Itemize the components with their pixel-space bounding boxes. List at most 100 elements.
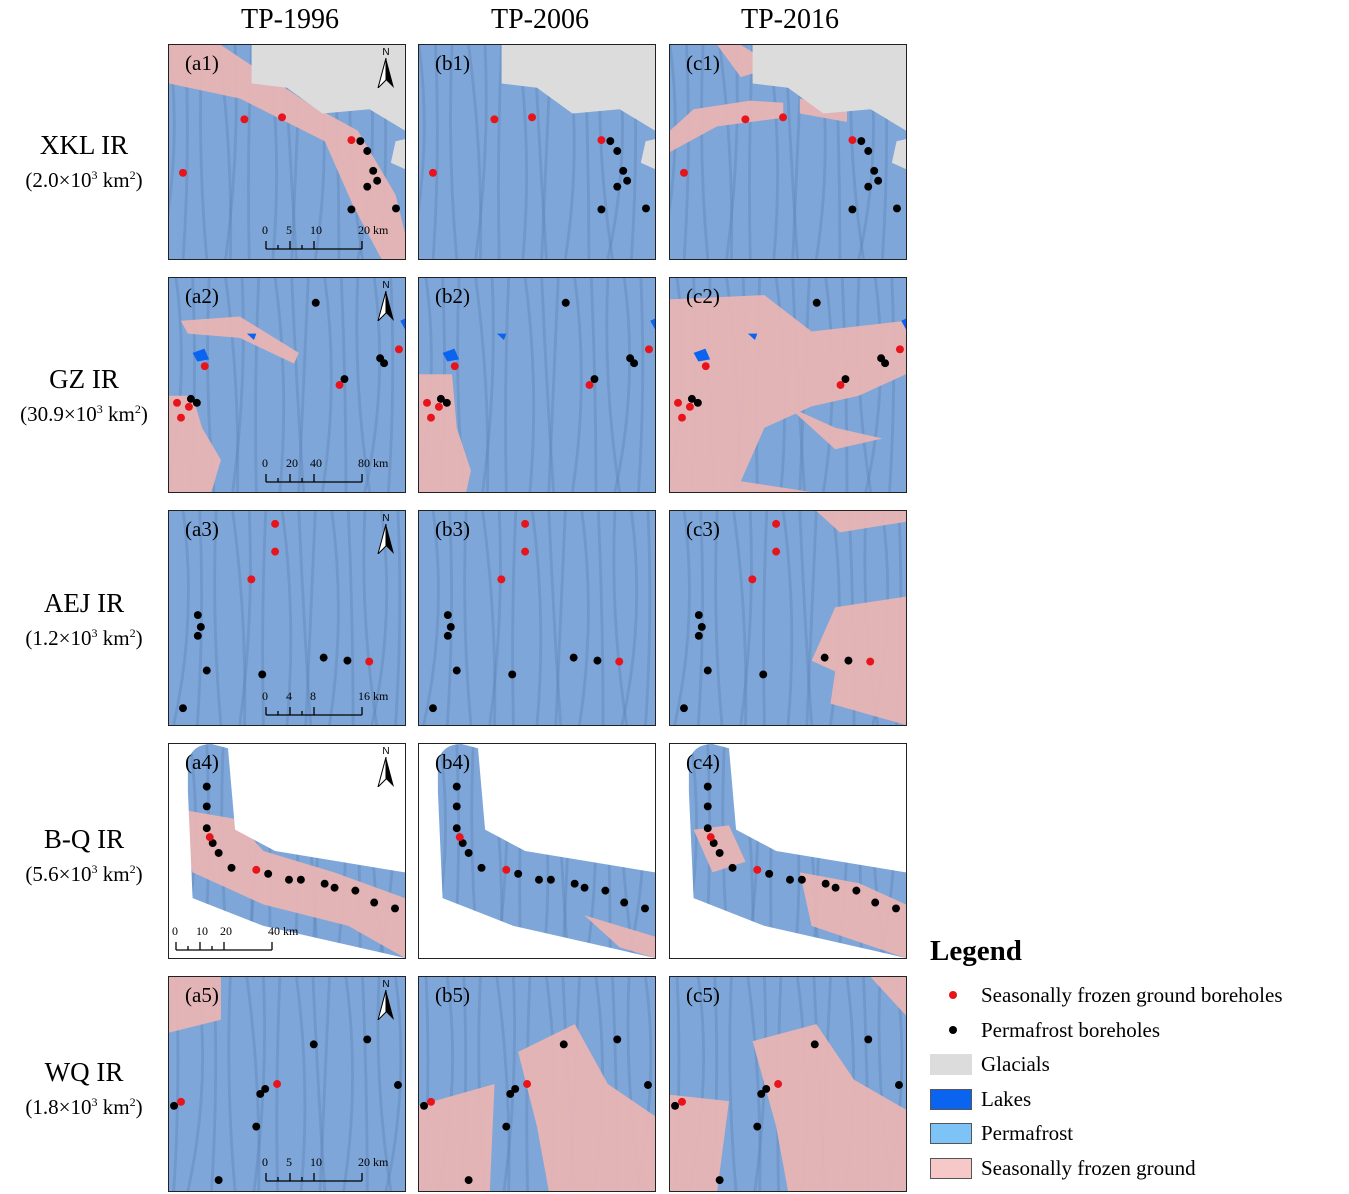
permafrost-borehole xyxy=(502,1122,511,1131)
permafrost-borehole xyxy=(258,670,267,679)
seasonally-frozen-borehole xyxy=(706,833,715,842)
panel-label: (c1) xyxy=(686,51,720,75)
permafrost-borehole xyxy=(559,1040,568,1049)
permafrost-borehole xyxy=(857,137,866,146)
glacial-area xyxy=(752,45,906,170)
hillshade-ridge xyxy=(596,511,605,725)
permafrost-borehole xyxy=(728,863,737,872)
hillshade-ridge xyxy=(431,45,439,259)
borehole-layer xyxy=(173,298,403,422)
permafrost-borehole xyxy=(202,782,211,791)
scale-unit-label: km xyxy=(283,924,299,938)
legend-swatch-icon xyxy=(930,1088,974,1110)
borehole-layer xyxy=(179,519,374,713)
hillshade-ridge xyxy=(578,511,590,725)
seasonally-frozen-borehole xyxy=(247,575,256,584)
hillshade-ridge xyxy=(762,511,769,725)
hillshade-ridge xyxy=(254,278,261,492)
hillshade-ridge xyxy=(488,511,502,725)
hillshade-ridge xyxy=(798,511,814,725)
scale-tick-label: 16 xyxy=(358,689,370,703)
seasonally-frozen-borehole xyxy=(779,113,788,122)
borehole-layer xyxy=(680,113,901,214)
north-arrow-icon: N xyxy=(377,280,395,324)
permafrost-borehole xyxy=(202,666,211,675)
permafrost-borehole xyxy=(356,137,365,146)
hillshade-ridge xyxy=(781,511,794,725)
hillshade-ridge xyxy=(339,278,348,492)
scale-tick-label: 0 xyxy=(262,456,268,470)
seasonally-frozen-borehole xyxy=(177,1097,185,1106)
seasonally-frozen-borehole xyxy=(423,398,431,407)
legend-label: Seasonally frozen ground boreholes xyxy=(981,983,1283,1007)
permafrost-borehole xyxy=(671,1101,680,1110)
panel-label: (c3) xyxy=(686,517,720,541)
scale-tick-label: 20 xyxy=(220,924,232,938)
north-arrow-glyph xyxy=(377,57,394,90)
seasonally-frozen-borehole xyxy=(685,402,694,411)
seasonally-frozen-borehole xyxy=(528,113,537,122)
permafrost-borehole xyxy=(464,1176,473,1185)
map-panel: (b1) xyxy=(418,44,656,260)
hillshade-ridge xyxy=(540,278,555,492)
hillshade-ridge xyxy=(620,511,639,725)
borehole-layer xyxy=(179,113,400,214)
permafrost-borehole xyxy=(697,622,706,631)
borehole-layer xyxy=(423,298,653,422)
hillshade-ridge xyxy=(362,511,379,725)
seasonally-frozen-borehole xyxy=(240,115,249,124)
hillshade-ridge xyxy=(502,977,516,1191)
seasonally-frozen-borehole xyxy=(772,547,781,556)
permafrost-borehole xyxy=(844,656,853,665)
permafrost-borehole xyxy=(546,875,555,884)
hillshade-ridge xyxy=(252,977,266,1191)
permafrost-borehole xyxy=(680,704,688,713)
seasonally-frozen-area xyxy=(419,374,471,492)
hillshade-ridge xyxy=(318,977,331,1191)
permafrost-area xyxy=(419,511,655,725)
permafrost-borehole xyxy=(630,359,639,368)
hillshade-ridge xyxy=(346,511,355,725)
permafrost-borehole xyxy=(506,1089,515,1098)
permafrost-borehole xyxy=(369,166,378,175)
scale-tick-label: 10 xyxy=(196,924,208,938)
seasonally-frozen-borehole xyxy=(252,865,261,874)
seasonally-frozen-borehole xyxy=(848,136,857,145)
permafrost-borehole xyxy=(343,656,352,665)
scale-tick-label: 40 xyxy=(268,924,280,938)
legend-swatch-icon xyxy=(930,1122,974,1144)
permafrost-borehole xyxy=(703,824,712,833)
hillshade-ridge xyxy=(387,278,395,492)
permafrost-borehole xyxy=(196,622,205,631)
map-terrain xyxy=(169,45,405,259)
panel-label: (b3) xyxy=(435,517,470,541)
hillshade-ridge xyxy=(495,977,511,1191)
hillshade-ridge xyxy=(589,278,598,492)
map-terrain xyxy=(419,744,655,958)
seasonally-frozen-area xyxy=(419,1024,655,1191)
seasonally-frozen-borehole xyxy=(278,113,287,122)
panel-label: (a5) xyxy=(185,983,219,1007)
seasonally-frozen-borehole xyxy=(427,413,435,422)
permafrost-borehole xyxy=(311,298,320,307)
scale-tick-label: 20 xyxy=(358,1155,370,1169)
seasonally-frozen-area xyxy=(169,45,405,259)
permafrost-borehole xyxy=(620,898,629,907)
hillshade-ridge xyxy=(297,278,310,492)
hillshade-ridge xyxy=(328,511,340,725)
hillshade-ridge xyxy=(474,278,490,492)
hillshade-ridge xyxy=(718,45,734,259)
map-terrain xyxy=(670,511,906,725)
hillshade-ridge xyxy=(231,278,245,492)
seasonally-frozen-area xyxy=(670,45,847,152)
column-title-2016: TP-2016 xyxy=(741,4,839,35)
permafrost-borehole xyxy=(452,824,461,833)
permafrost-area xyxy=(169,511,405,725)
permafrost-borehole xyxy=(694,611,703,619)
legend-label: Lakes xyxy=(981,1086,1032,1111)
hillshade-ridge xyxy=(547,511,563,725)
permafrost-borehole xyxy=(623,176,632,185)
hillshade-ridge xyxy=(696,511,704,725)
permafrost-borehole xyxy=(687,394,696,403)
borehole-layer xyxy=(170,1035,402,1185)
